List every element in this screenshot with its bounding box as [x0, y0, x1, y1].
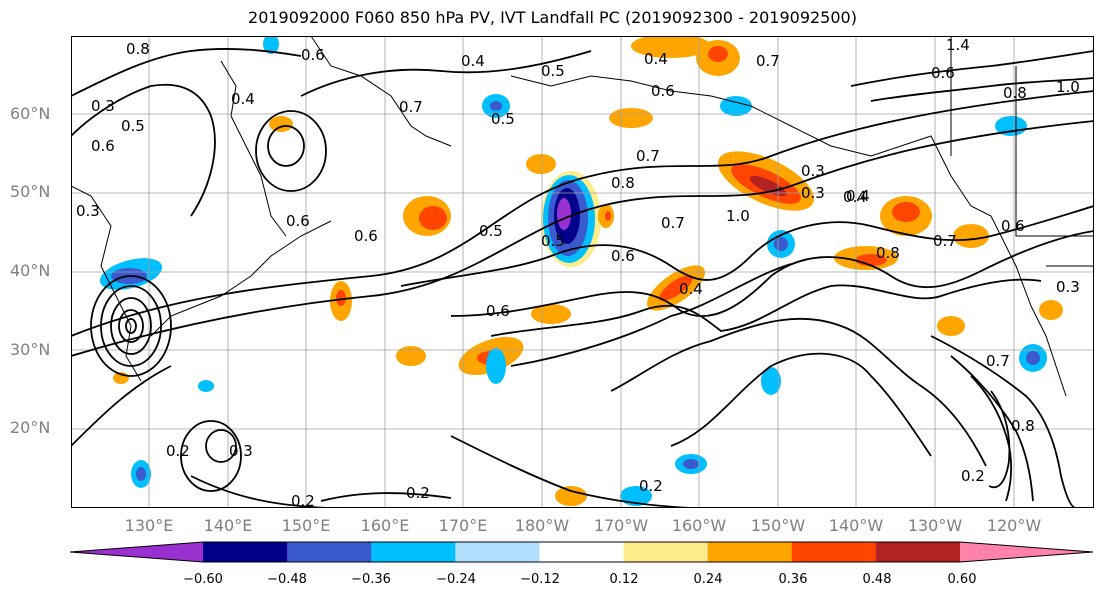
- contour-label: 0.2: [961, 467, 985, 485]
- colorbar-tick-label: 0.24: [693, 572, 723, 587]
- lat-label-20n: 20°N: [10, 418, 51, 437]
- lat-label-30n: 30°N: [10, 340, 51, 359]
- contour-label: 0.5: [541, 62, 565, 80]
- contour-label: 0.6: [651, 82, 675, 100]
- colorbar-tick-label: −0.36: [351, 572, 391, 587]
- contour-label: 0.4: [846, 187, 870, 205]
- contour-label: 0.8: [876, 244, 900, 262]
- map-title: 2019092000 F060 850 hPa PV, IVT Landfall…: [248, 8, 857, 27]
- colorbar-tick-label: −0.12: [520, 572, 560, 587]
- colorbar-tick-label: −0.60: [183, 572, 223, 587]
- colorbar-tick-label: 0.12: [609, 572, 639, 587]
- lon-label-140w: 140°W: [828, 516, 884, 535]
- contour-label: 0.5: [479, 222, 503, 240]
- lon-label-150e: 150°E: [281, 516, 331, 535]
- contour-label: 0.6: [286, 212, 310, 230]
- colorbar-segment: [623, 542, 709, 562]
- contour-label: 0.2: [406, 484, 430, 502]
- colorbar-extend-high: [960, 542, 1093, 562]
- contour-label: 0.3: [76, 202, 100, 220]
- contour-label: 0.6: [91, 137, 115, 155]
- contour-label: 0.3: [91, 97, 115, 115]
- map-panel: 0.8 0.6 0.4 0.5 0.4 0.7 1.4 0.6 0.8 1.0 …: [71, 36, 1094, 508]
- lon-label-170w: 170°W: [593, 516, 649, 535]
- contour-label: 0.4: [644, 50, 668, 68]
- contour-label: 0.2: [291, 492, 315, 508]
- contour-label: 0.6: [354, 227, 378, 245]
- lon-label-160w: 160°W: [671, 516, 727, 535]
- colorbar-tick-label: −0.24: [436, 572, 476, 587]
- lat-label-60n: 60°N: [10, 104, 51, 123]
- lon-label-180w: 180°W: [514, 516, 570, 535]
- contour-label: 0.6: [931, 64, 955, 82]
- contour-label: 0.2: [166, 442, 190, 460]
- lon-label-130e: 130°E: [124, 516, 174, 535]
- contour-label: 0.8: [1003, 84, 1027, 102]
- lat-label-40n: 40°N: [10, 261, 51, 280]
- contour-label: 0.3: [229, 442, 253, 460]
- colorbar-outline: [70, 541, 1094, 563]
- colorbar-segment: [455, 542, 540, 562]
- contour-label: 1.4: [946, 36, 970, 54]
- contour-label: 0.6: [611, 247, 635, 265]
- colorbar-segment: [539, 542, 625, 562]
- contour-labels: 0.8 0.6 0.4 0.5 0.4 0.7 1.4 0.6 0.8 1.0 …: [76, 36, 1080, 508]
- colorbar-extend-low: [70, 542, 203, 562]
- contour-label: 1.0: [726, 207, 750, 225]
- contour-label: 0.7: [756, 52, 780, 70]
- contour-label: 0.3: [1056, 278, 1080, 296]
- contour-label: 0.8: [1011, 417, 1035, 435]
- contour-label: 0.6: [1001, 217, 1025, 235]
- contour-label: 0.5: [541, 232, 565, 250]
- colorbar-segment: [371, 542, 456, 562]
- colorbar-tick-label: 0.36: [778, 572, 808, 587]
- lon-label-140e: 140°E: [203, 516, 253, 535]
- contour-label: 0.4: [679, 280, 703, 298]
- contour-label: 0.4: [231, 90, 255, 108]
- colorbar-tick-label: 0.48: [862, 572, 892, 587]
- contour-label: 1.0: [1056, 78, 1080, 96]
- contour-label: 0.3: [801, 162, 825, 180]
- colorbar-segment: [287, 542, 372, 562]
- colorbar-segment: [707, 542, 793, 562]
- contour-label: 0.7: [661, 214, 685, 232]
- contour-label: 0.3: [801, 184, 825, 202]
- contour-label: 0.2: [639, 477, 663, 495]
- map-frame: [71, 36, 1094, 508]
- contour-label: 0.4: [461, 52, 485, 70]
- lon-label-150w: 150°W: [750, 516, 806, 535]
- ivt-pc-contours: [71, 48, 1094, 508]
- lon-label-130w: 130°W: [907, 516, 963, 535]
- colorbar-segment: [791, 542, 877, 562]
- contour-label: 0.8: [126, 40, 150, 58]
- contour-label: 0.5: [121, 117, 145, 135]
- contour-label: 0.7: [986, 352, 1010, 370]
- contour-label: 0.8: [611, 174, 635, 192]
- contour-label: 0.6: [486, 302, 510, 320]
- colorbar-tick-label: 0.60: [947, 572, 977, 587]
- contour-label: 0.4: [843, 188, 867, 206]
- coastlines: [71, 36, 1094, 397]
- contour-label: 0.7: [399, 98, 423, 116]
- lon-label-120w: 120°W: [986, 516, 1042, 535]
- contour-label: 0.5: [491, 110, 515, 128]
- colorbar-tick-label: −0.48: [267, 572, 307, 587]
- colorbar: [70, 541, 1094, 563]
- colorbar-segment: [875, 542, 961, 562]
- lon-label-170e: 170°E: [438, 516, 488, 535]
- contour-label: 0.6: [301, 46, 325, 64]
- lon-label-160e: 160°E: [360, 516, 410, 535]
- contour-label: 0.7: [636, 147, 660, 165]
- colorbar-segments: [70, 542, 1093, 562]
- contour-label: 0.7: [933, 232, 957, 250]
- colorbar-segment: [203, 542, 288, 562]
- lat-label-50n: 50°N: [10, 182, 51, 201]
